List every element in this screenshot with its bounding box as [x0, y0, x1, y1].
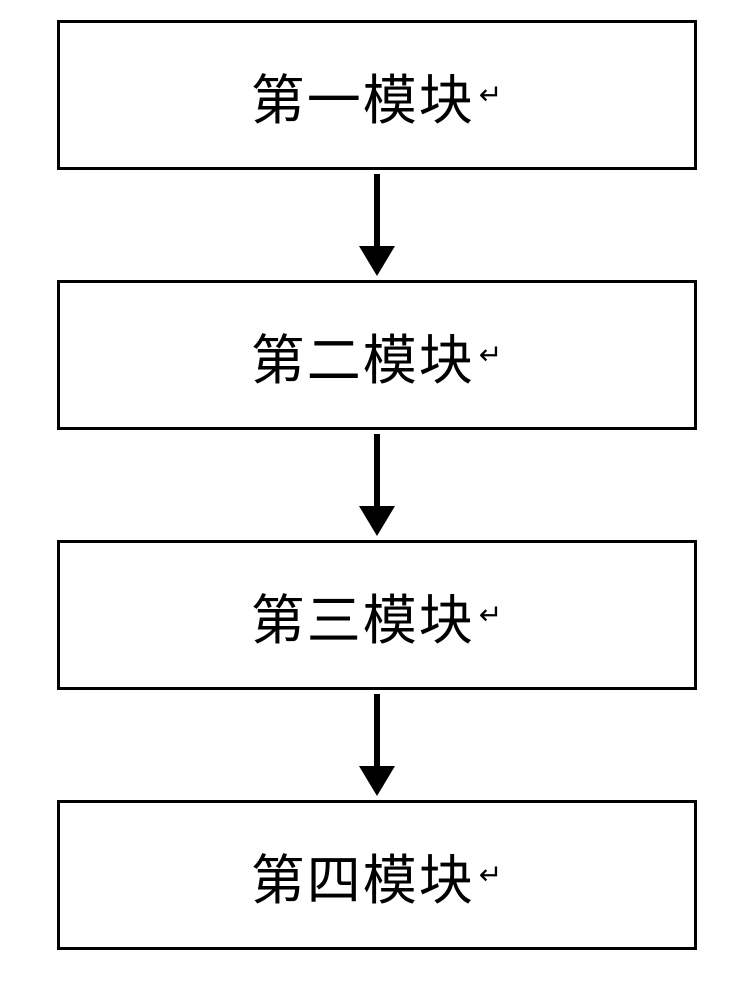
return-mark-icon: ↵	[479, 78, 502, 112]
arrow-head-icon	[359, 246, 395, 276]
return-mark-icon: ↵	[479, 338, 502, 372]
arrow-head-icon	[359, 766, 395, 796]
return-mark-icon: ↵	[479, 598, 502, 632]
flowchart-node: 第一模块↵	[57, 20, 697, 170]
flowchart-arrow	[359, 430, 395, 540]
arrow-line-icon	[374, 174, 380, 246]
node-label: 第二模块	[251, 316, 475, 395]
flowchart-node: 第四模块↵	[57, 800, 697, 950]
flowchart-node: 第三模块↵	[57, 540, 697, 690]
node-label: 第三模块	[251, 576, 475, 655]
flowchart-arrow	[359, 690, 395, 800]
arrow-head-icon	[359, 506, 395, 536]
flowchart-container: 第一模块↵ 第二模块↵ 第三模块↵ 第四模块↵	[0, 20, 753, 950]
node-label: 第四模块	[251, 836, 475, 915]
arrow-line-icon	[374, 694, 380, 766]
flowchart-arrow	[359, 170, 395, 280]
return-mark-icon: ↵	[479, 858, 502, 892]
flowchart-node: 第二模块↵	[57, 280, 697, 430]
arrow-line-icon	[374, 434, 380, 506]
node-label: 第一模块	[251, 56, 475, 135]
